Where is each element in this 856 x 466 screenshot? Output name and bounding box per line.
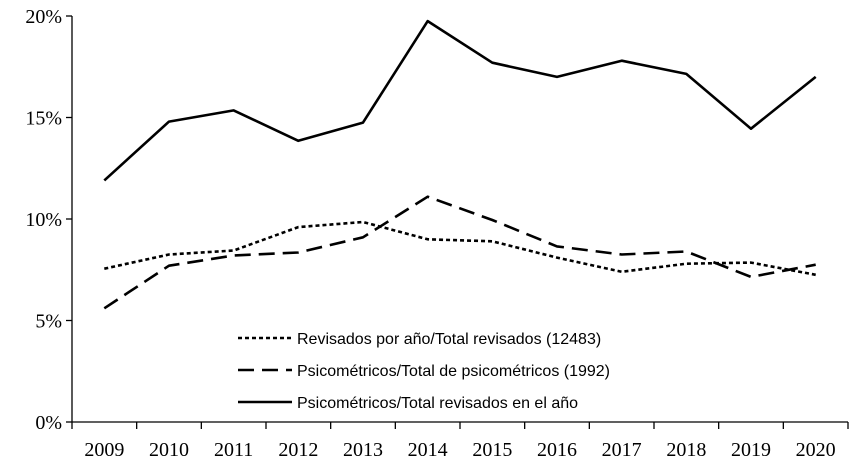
y-tick-label: 0%: [35, 412, 62, 434]
x-tick-label: 2018: [666, 439, 706, 461]
series-line-2: [103, 195, 816, 310]
x-tick-label: 2014: [408, 439, 448, 461]
y-ticks: 0% 5% 10% 15% 20%: [25, 6, 72, 434]
series-line-3: [103, 19, 817, 182]
x-tick-label: 2009: [84, 439, 124, 461]
x-tick-label: 2020: [796, 439, 836, 461]
x-tick-label: 2019: [731, 439, 771, 461]
x-tick-label: 2013: [343, 439, 383, 461]
x-tick-label: 2016: [537, 439, 577, 461]
legend-label-1: Revisados por año/Total revisados (12483…: [297, 331, 601, 348]
y-tick-label: 10%: [25, 209, 62, 231]
x-ticks: 2009 2010 2011 2012 2013 2014 2015 2016 2017 2018…: [71, 422, 849, 461]
x-tick-label: 2010: [149, 439, 189, 461]
legend-label-3: Psicométricos/Total revisados en el año: [297, 395, 578, 412]
y-tick-label: 20%: [25, 6, 62, 28]
series-line-1: [104, 220, 816, 277]
y-tick-label: 5%: [35, 311, 62, 333]
x-tick-label: 2012: [278, 439, 318, 461]
x-tick-label: 2011: [214, 439, 253, 461]
y-tick-label: 15%: [25, 108, 62, 130]
x-tick-label: 2015: [472, 439, 512, 461]
series-lines: [103, 19, 817, 310]
legend-label-2: Psicométricos/Total de psicométricos (19…: [297, 363, 610, 380]
legend: Revisados por año/Total revisados (12483…: [238, 331, 610, 412]
x-tick-label: 2017: [602, 439, 642, 461]
